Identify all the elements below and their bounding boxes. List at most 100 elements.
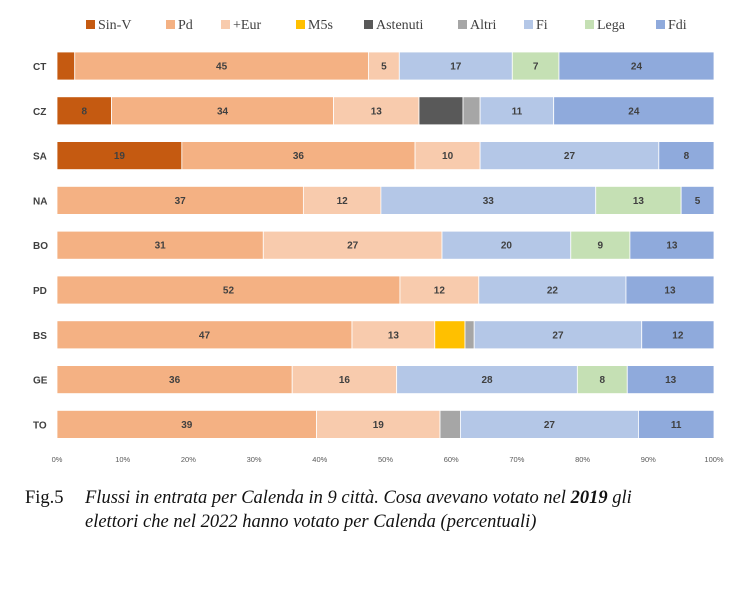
data-label: 12: [434, 286, 446, 297]
legend-swatch-pd: [166, 20, 175, 29]
category-label: PD: [33, 286, 47, 297]
data-label: 52: [223, 286, 235, 297]
figure-caption: Fig.5 Flussi in entrata per Calenda in 9 …: [25, 486, 745, 534]
legend-swatch-altri: [458, 20, 467, 29]
bar-segment: [351, 320, 436, 350]
bar-segment: [333, 96, 420, 126]
bar-segment: [398, 51, 513, 81]
legend-swatch-fdi: [656, 20, 665, 29]
bar-segment: [464, 320, 475, 350]
bar-segment: [462, 96, 481, 126]
bar-segment: [368, 51, 400, 81]
bar-segment: [396, 365, 578, 395]
bar-segment: [553, 96, 715, 126]
category-label: SA: [33, 152, 47, 163]
bar-segment: [56, 365, 293, 395]
bar-segment: [56, 230, 264, 260]
data-label: 28: [481, 375, 493, 386]
stacked-bar-chart: Sin-V Pd +Eur M5s Astenuti Altri Fi Lega Fdi CTC…: [33, 18, 724, 464]
legend-label: Fi: [536, 18, 548, 33]
bar-segment: [439, 409, 461, 439]
caption-text-after: gli: [607, 488, 632, 508]
data-label: 47: [199, 330, 211, 341]
data-label: 34: [217, 106, 229, 117]
caption-text-1: Flussi in entrata per Calenda in 9 città…: [85, 488, 632, 508]
bar-segment: [262, 230, 443, 260]
x-tick-label: 60%: [444, 455, 459, 464]
bar-segment: [302, 185, 382, 215]
category-label: BS: [33, 331, 47, 342]
category-label: CT: [33, 62, 46, 73]
data-label: 11: [512, 106, 523, 117]
data-label: 22: [547, 286, 559, 297]
bar-segment: [478, 275, 627, 305]
data-label: 12: [672, 330, 684, 341]
legend-swatch-lega: [585, 20, 594, 29]
data-label: 5: [695, 196, 701, 207]
data-label: 33: [483, 196, 495, 207]
bar-segment: [434, 320, 466, 350]
x-tick-label: 20%: [181, 455, 196, 464]
x-tick-label: 80%: [575, 455, 590, 464]
data-label: 17: [450, 62, 462, 73]
figure-label: Fig.5: [25, 488, 64, 508]
data-label: 8: [684, 151, 690, 162]
legend-label: Pd: [178, 18, 193, 33]
data-label: 9: [598, 241, 604, 252]
bar-segment: [625, 275, 715, 305]
x-tick-label: 40%: [312, 455, 327, 464]
bar-segment: [658, 141, 715, 171]
data-label: 36: [169, 375, 181, 386]
chart-legend: Sin-V Pd +Eur M5s Astenuti Altri Fi Lega Fdi: [86, 18, 687, 33]
category-label: NA: [33, 196, 47, 207]
bar-segment: [558, 51, 715, 81]
legend-swatch-astenuti: [364, 20, 373, 29]
legend-label: Sin-V: [98, 18, 131, 33]
legend-label: M5s: [308, 18, 333, 33]
bars-area: 45 5 17 7 24 8 34 13 11 24 19 36 10 27 8 37 12 33 13 5 31 27 2…: [56, 51, 715, 439]
bar-segment: [441, 230, 572, 260]
x-tick-label: 90%: [641, 455, 656, 464]
bar-segment: [629, 230, 715, 260]
bar-segment: [56, 409, 317, 439]
data-label: 24: [628, 106, 640, 117]
bar-segment: [56, 96, 112, 126]
bar-segment: [418, 96, 464, 126]
x-tick-label: 100%: [704, 455, 724, 464]
data-label: 24: [631, 62, 643, 73]
data-label: 13: [388, 330, 400, 341]
category-label: CZ: [33, 107, 46, 118]
legend-label: Lega: [597, 18, 626, 33]
bar-segment: [626, 365, 715, 395]
caption-text-before: Flussi in entrata per Calenda in 9 città…: [85, 488, 571, 508]
data-label: 45: [216, 62, 228, 73]
data-label: 7: [533, 62, 539, 73]
data-label: 13: [633, 196, 645, 207]
legend-swatch-sinv: [86, 20, 95, 29]
data-label: 27: [564, 151, 576, 162]
data-label: 16: [339, 375, 351, 386]
data-label: 27: [552, 330, 564, 341]
bar-segment: [459, 409, 639, 439]
bar-segment: [291, 365, 398, 395]
bar-segment: [479, 96, 555, 126]
bar-segment: [641, 320, 715, 350]
data-label: 27: [544, 420, 556, 431]
bar-segment: [74, 51, 369, 81]
bar-segment: [638, 409, 715, 439]
data-label: 19: [373, 420, 385, 431]
bar-segment: [576, 365, 628, 395]
data-label: 36: [293, 151, 305, 162]
bar-segment: [399, 275, 480, 305]
x-axis: 0% 10% 20% 30% 40% 50% 60% 70% 80% 90% 100%: [52, 455, 724, 464]
bar-segment: [181, 141, 416, 171]
caption-bold-year: 2019: [570, 488, 608, 508]
bar-segment: [111, 96, 334, 126]
legend-label: Astenuti: [376, 18, 424, 33]
data-label: 27: [347, 241, 359, 252]
data-label: 13: [664, 286, 676, 297]
x-tick-label: 70%: [509, 455, 524, 464]
data-label: 8: [600, 375, 606, 386]
data-label: 12: [337, 196, 349, 207]
data-label: 31: [155, 241, 167, 252]
